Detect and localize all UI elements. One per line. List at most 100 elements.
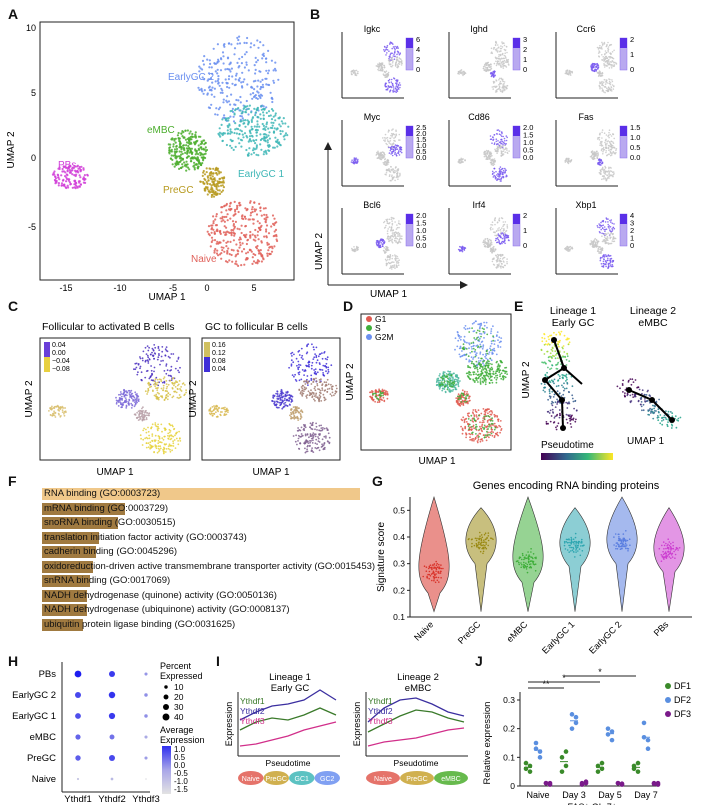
i-curve-ythdf3	[367, 727, 465, 747]
c-tick: −0.08	[52, 366, 70, 373]
f-go-bar	[42, 488, 360, 500]
e-ylabel: UMAP 2	[521, 361, 532, 398]
panel-letter-e: E	[514, 298, 524, 314]
c-tick: 0.16	[212, 342, 226, 349]
e-lineage1-sub: Early GC	[552, 317, 595, 329]
e-xlabel: UMAP 1	[627, 436, 664, 447]
f-go-label: RNA binding (GO:0003723)	[44, 488, 161, 499]
panel-letter-j: J	[475, 653, 483, 669]
a-ylabel: UMAP 2	[6, 131, 17, 168]
b-tick: 3	[630, 219, 634, 228]
a-cluster-label-pregc: PreGC	[163, 185, 194, 196]
j-xtick: Day 5	[598, 790, 622, 800]
i-legend: Ythdf2	[240, 706, 265, 716]
j-xtick: Day 7	[634, 790, 658, 800]
i-xlabel: Pseudotime	[266, 758, 311, 768]
j-ytick: 0	[510, 781, 515, 791]
b-cells	[601, 55, 618, 69]
c-umap-2: 0.160.120.080.04	[204, 342, 338, 454]
h-dot	[145, 778, 147, 780]
d-ylabel: UMAP 2	[345, 363, 356, 400]
i-stage: PreGC	[406, 776, 427, 783]
d-xlabel: UMAP 1	[418, 456, 455, 467]
b-tick: 1.5	[630, 123, 640, 132]
b-feature-irf4: Irf4 2 1 0	[448, 200, 527, 275]
b-cells	[382, 70, 390, 78]
b-cells	[490, 40, 508, 60]
g-violin-naive	[418, 495, 450, 613]
d-legend-s: S	[375, 323, 381, 333]
b-tick: 2	[523, 45, 527, 54]
c-umap-1: 0.040.00−0.04−0.08	[44, 342, 188, 455]
b-gene-title: Ighd	[470, 24, 488, 34]
b-cells	[384, 254, 400, 270]
b-tick: 2	[630, 226, 634, 235]
h-row-label: PBs	[39, 669, 57, 680]
h-col-label: Ythdf1	[64, 794, 91, 805]
g-ytick: 0.1	[393, 612, 405, 622]
j-points-df2	[641, 720, 651, 752]
b-cells	[457, 157, 466, 164]
h-size-legend-value: 20	[174, 692, 184, 702]
b-tick: 2	[523, 211, 527, 220]
b-cells	[564, 245, 574, 252]
h-color-legend-value: 1.0	[174, 745, 186, 754]
c-cells	[292, 421, 331, 454]
b-cells	[388, 144, 403, 157]
b-ylabel: UMAP 2	[314, 233, 325, 270]
g-ytick: 0.4	[393, 532, 405, 542]
e-lineage2-sub: eMBC	[638, 317, 668, 329]
b-cells	[387, 56, 403, 69]
panel-f-go-enrichment: RNA binding (GO:0003723) mRNA binding (GO…	[0, 480, 375, 640]
panel-d-cell-cycle: G1 S G2M UMAP 1 UMAP 2	[345, 313, 512, 467]
i-subtitle: Early GC	[271, 683, 310, 694]
h-dot	[108, 691, 116, 699]
f-go-label: NADH dehydrogenase (ubiquinone) activity…	[44, 604, 290, 615]
h-row-label: Naive	[32, 774, 56, 785]
g-xtick: PreGC	[456, 619, 483, 646]
b-cells	[564, 69, 573, 76]
j-points-df1	[523, 760, 533, 774]
h-size-legend-title-1: Percent	[160, 661, 192, 671]
b-feature-cd86: Cd86 2.01.51.00.50.0	[448, 112, 533, 187]
h-row-label: PreGC	[27, 753, 56, 764]
a-xtick-m5: -5	[169, 283, 177, 293]
f-go-label: oxidoreduction-driven active transmembra…	[44, 560, 376, 572]
g-violin-earlygc2	[606, 496, 638, 612]
b-cells	[494, 232, 510, 245]
c-ylabel-1: UMAP 2	[24, 380, 35, 417]
b-cells	[491, 166, 508, 182]
b-tick: 0.0	[416, 153, 426, 162]
j-points-df3	[615, 780, 625, 787]
h-dot	[74, 670, 82, 678]
f-go-bar	[42, 560, 93, 573]
b-tick: 0.5	[523, 146, 533, 155]
c-cells	[133, 344, 181, 387]
c-xlabel-1: UMAP 1	[96, 467, 133, 478]
b-tick: 2	[630, 35, 634, 44]
h-size-legend-title-2: Expressed	[160, 671, 203, 681]
b-tick: 1.0	[416, 226, 426, 235]
h-color-legend-value: -1.0	[174, 777, 188, 786]
b-cells	[384, 77, 402, 93]
b-cells	[599, 254, 615, 270]
i-legend: Ythdf3	[368, 716, 393, 726]
h-color-legend-value: 0.5	[174, 753, 186, 762]
j-xtick: Naive	[526, 790, 549, 800]
f-go-label: NADH dehydrogenase (quinone) activity (G…	[44, 589, 277, 601]
c-cells	[48, 404, 67, 418]
g-ytick: 0.2	[393, 585, 405, 595]
i-curve-ythdf2	[367, 697, 465, 723]
j-points-df2	[605, 726, 615, 743]
panel-letter-b: B	[310, 6, 321, 22]
e-lineage2: Lineage 2	[630, 305, 676, 317]
b-cells	[351, 245, 359, 253]
j-points-df1	[559, 749, 569, 774]
b-tick: 1.5	[416, 135, 426, 144]
f-go-label: translation initiation factor activity (…	[44, 531, 247, 543]
b-tick: 4	[630, 211, 634, 220]
a-cluster-5	[51, 164, 89, 190]
panel-letter-a: A	[8, 6, 19, 22]
b-cells	[601, 232, 617, 245]
